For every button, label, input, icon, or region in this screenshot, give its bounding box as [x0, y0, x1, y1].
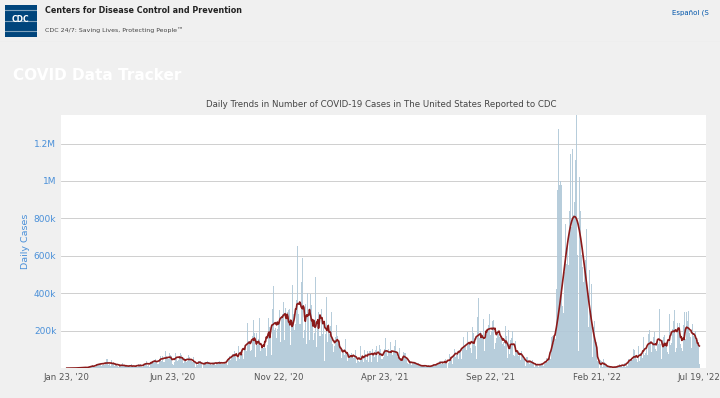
Text: Español (S: Español (S: [672, 9, 709, 16]
FancyBboxPatch shape: [5, 5, 37, 37]
Y-axis label: Daily Cases: Daily Cases: [21, 214, 30, 269]
Text: Daily Trends in Number of COVID-19 Cases in The United States Reported to CDC: Daily Trends in Number of COVID-19 Cases…: [207, 100, 557, 109]
Text: Centers for Disease Control and Prevention: Centers for Disease Control and Preventi…: [45, 6, 242, 16]
Text: CDC: CDC: [12, 15, 30, 24]
Text: CDC 24/7: Saving Lives, Protecting People™: CDC 24/7: Saving Lives, Protecting Peopl…: [45, 27, 183, 33]
Text: COVID Data Tracker: COVID Data Tracker: [13, 68, 181, 83]
